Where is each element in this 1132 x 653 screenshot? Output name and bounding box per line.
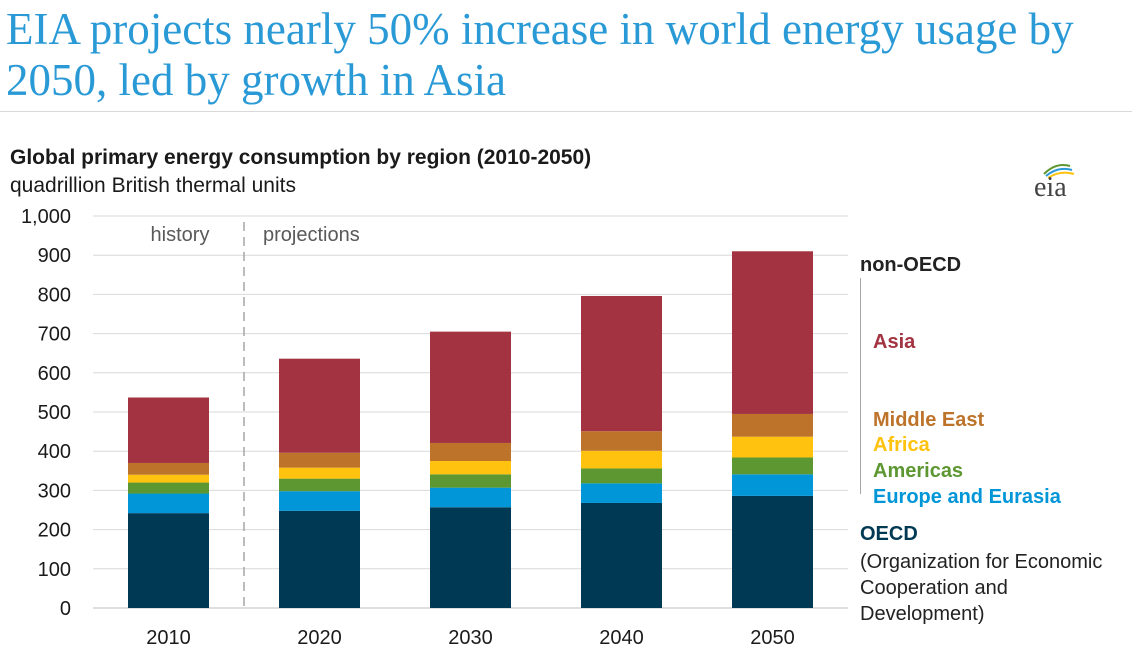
legend-europe-eurasia: Europe and Eurasia <box>873 486 1061 508</box>
bar-segment-europe-and-eurasia <box>732 474 813 496</box>
bar-segment-oecd <box>279 510 360 608</box>
bar-segment-africa <box>430 461 511 475</box>
bar-segment-americas <box>279 478 360 492</box>
bar-segment-oecd <box>128 513 209 608</box>
legend-group-non-oecd: non-OECD <box>860 254 962 276</box>
y-tick-label: 100 <box>38 559 71 581</box>
bar-segment-middle-east <box>732 413 813 437</box>
bar-segment-middle-east <box>581 431 662 451</box>
projections-label: projections <box>263 224 360 246</box>
legend-middle-east: Middle East <box>873 409 985 431</box>
legend-bracket-line <box>860 278 861 494</box>
legend-americas: Americas <box>873 460 964 482</box>
legend-oecd-description: (Organization for Economic Cooperation a… <box>860 551 1103 625</box>
bar-segment-africa <box>279 467 360 479</box>
x-tick-label: 2030 <box>448 627 493 649</box>
y-tick-label: 200 <box>38 520 71 542</box>
bar-segment-americas <box>430 474 511 488</box>
legend-africa: Africa <box>873 434 930 456</box>
bar-segment-europe-and-eurasia <box>581 483 662 503</box>
bar-segment-asia <box>430 331 511 443</box>
bar-segment-asia <box>732 251 813 414</box>
bar-segment-americas <box>732 457 813 475</box>
bar-segment-europe-and-eurasia <box>279 491 360 511</box>
bar-segment-oecd <box>581 502 662 608</box>
bar-segment-africa <box>732 436 813 458</box>
history-label: history <box>151 224 210 246</box>
bar-segment-asia <box>128 397 209 463</box>
legend-asia: Asia <box>873 331 916 353</box>
y-tick-label: 600 <box>38 363 71 385</box>
y-tick-label: 0 <box>60 598 71 620</box>
x-tick-label: 2010 <box>146 627 191 649</box>
chart-subtitle: quadrillion British thermal units <box>10 174 296 197</box>
bar-segment-asia <box>581 295 662 432</box>
y-tick-label: 900 <box>38 245 71 267</box>
bar-segment-europe-and-eurasia <box>430 487 511 508</box>
x-tick-label: 2020 <box>297 627 342 649</box>
y-tick-label: 800 <box>38 284 71 306</box>
eia-logo: eia <box>1030 160 1090 206</box>
bar-segment-oecd <box>732 495 813 608</box>
bar-segment-middle-east <box>430 442 511 461</box>
bar-segment-europe-and-eurasia <box>128 493 209 514</box>
bar-segment-africa <box>128 474 209 483</box>
y-tick-label: 1,000 <box>21 206 71 228</box>
chart-title: Global primary energy consumption by reg… <box>10 146 592 169</box>
y-tick-label: 700 <box>38 324 71 346</box>
eia-logo-text: eia <box>1034 172 1067 203</box>
legend-group-oecd: OECD <box>860 523 918 545</box>
y-tick-label: 500 <box>38 402 71 424</box>
x-tick-label: 2040 <box>599 627 644 649</box>
bar-segment-oecd <box>430 507 511 608</box>
bar-segment-asia <box>279 358 360 453</box>
bar-segment-africa <box>581 450 662 469</box>
page-headline: EIA projects nearly 50% increase in worl… <box>6 4 1074 105</box>
x-tick-label: 2050 <box>750 627 795 649</box>
y-tick-label: 300 <box>38 480 71 502</box>
eia-logo-swoosh-icon <box>1043 164 1075 179</box>
bar-segment-americas <box>581 468 662 484</box>
y-tick-label: 400 <box>38 441 71 463</box>
headline-divider <box>0 111 1132 112</box>
bar-segment-americas <box>128 482 209 494</box>
bar-segment-middle-east <box>279 452 360 468</box>
bar-segment-middle-east <box>128 462 209 475</box>
